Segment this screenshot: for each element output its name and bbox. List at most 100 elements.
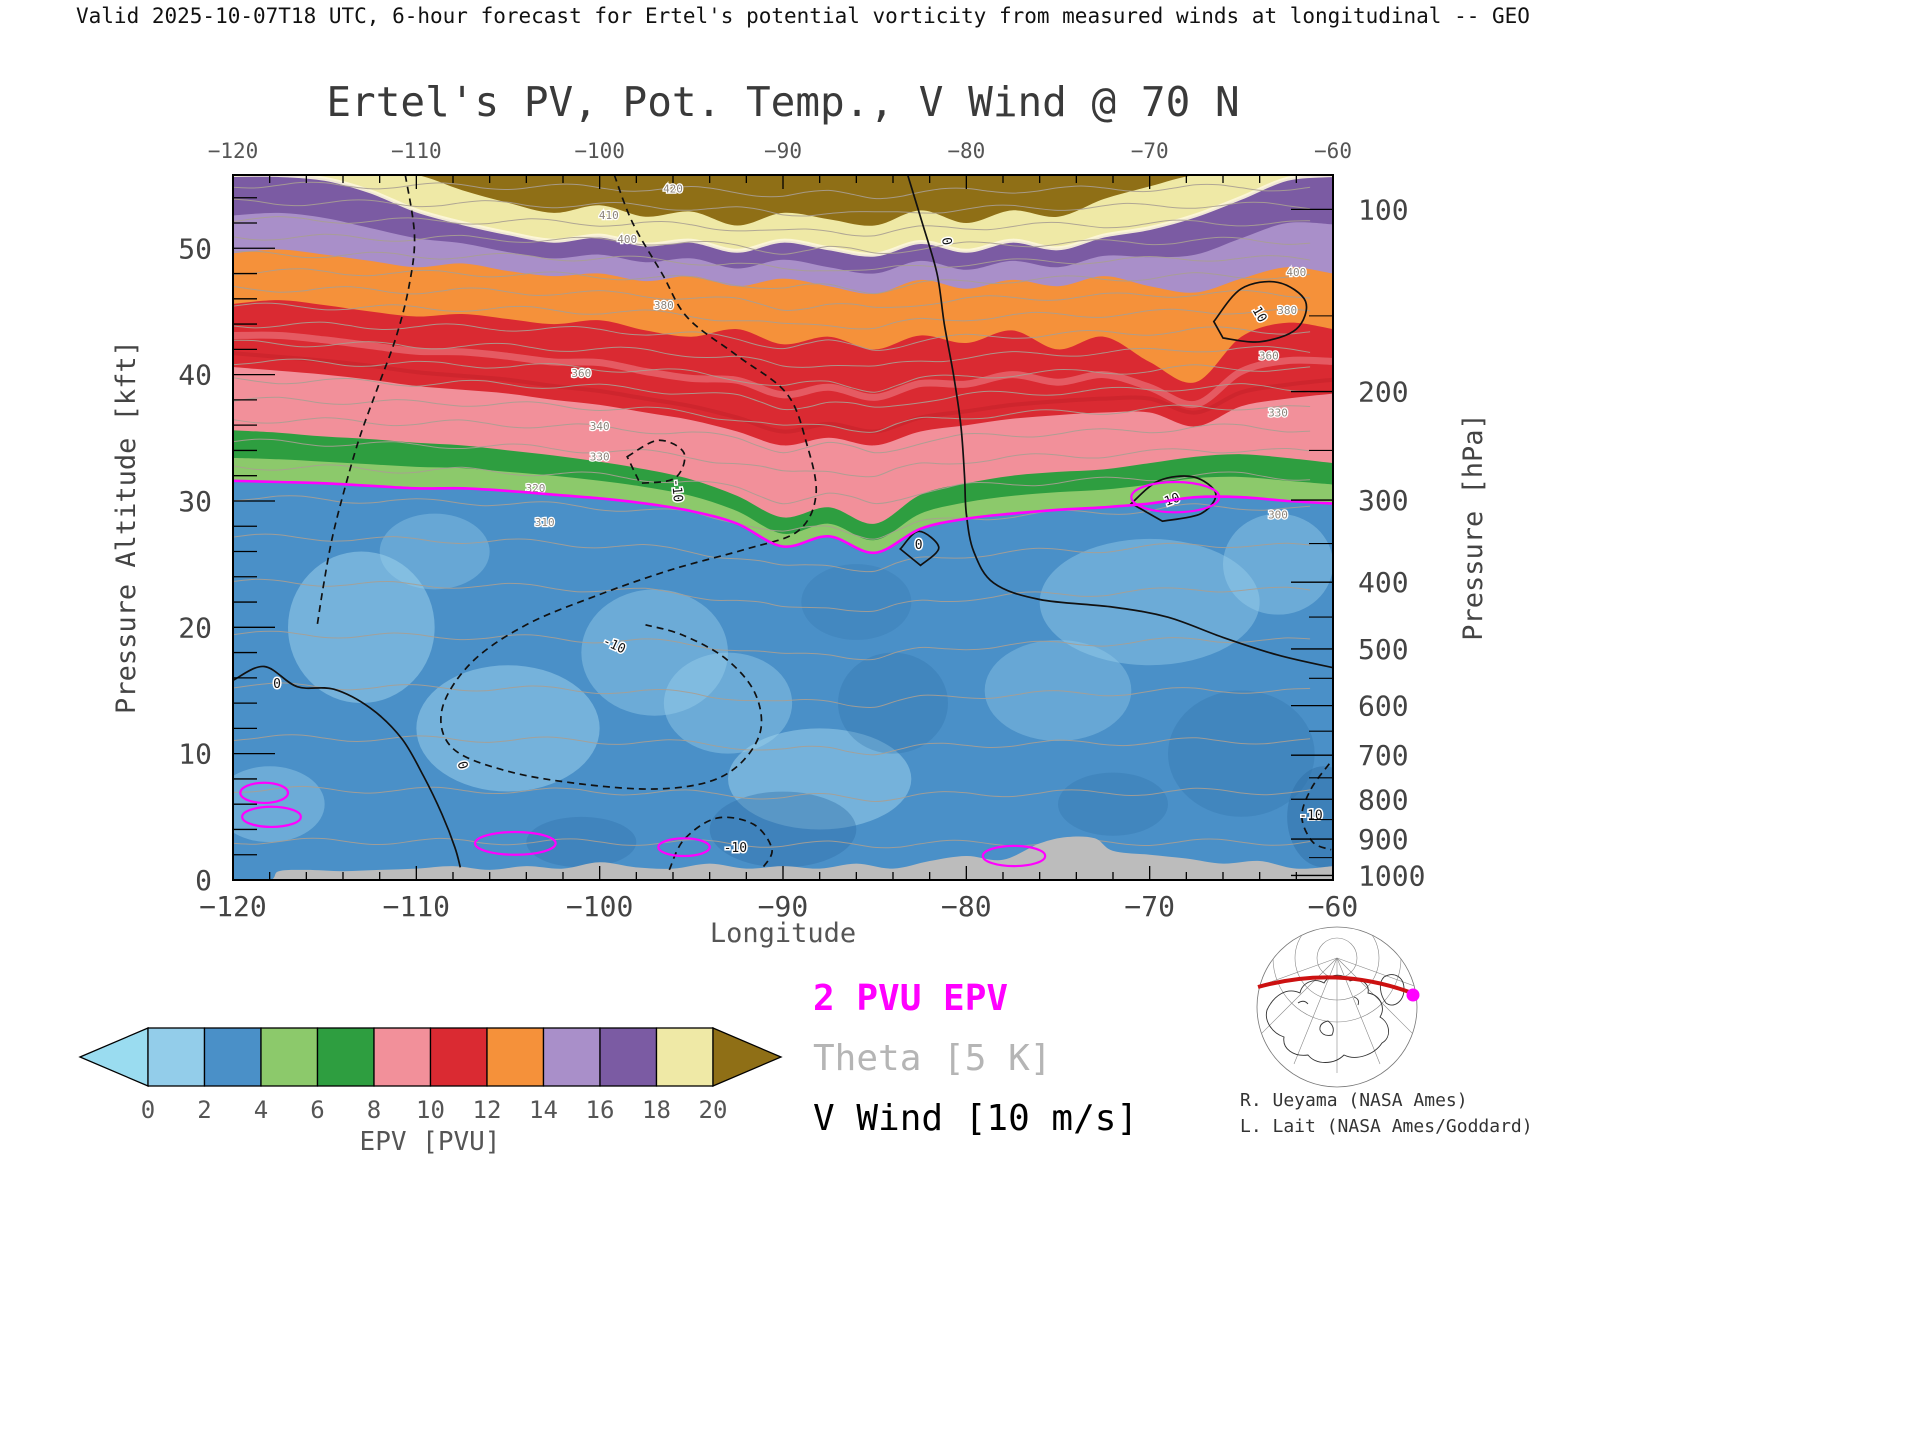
theta-contour (233, 533, 1311, 573)
theta-contour (233, 285, 1311, 312)
v-wind-contour-label: 0 (273, 677, 281, 692)
theta-contour (233, 837, 1311, 849)
theta-label: 360 (1259, 349, 1279, 362)
theta-contour (233, 321, 1311, 351)
globe-outline (1256, 926, 1418, 1088)
theta-label: 420 (663, 183, 683, 196)
theta-contour (233, 438, 1311, 478)
theta-label: 380 (654, 299, 674, 312)
tick-label-bottom: −120 (199, 890, 266, 923)
pv2-contour-blob (981, 844, 1047, 868)
theta-contour (233, 268, 1311, 295)
v-wind-contour-solid (1129, 475, 1217, 523)
dark-pv-patch (838, 652, 948, 754)
pale-18pvu-sliver (233, 175, 1333, 257)
theta-contour (233, 630, 1311, 661)
tick-label-right: 400 (1358, 566, 1409, 599)
theta-label: 330 (1268, 406, 1288, 419)
v-wind-contour-label: -10 (724, 841, 747, 856)
theta-contour (233, 495, 1311, 540)
tick-label-left: 20 (178, 611, 212, 644)
tick-label-bottom: −80 (941, 890, 992, 923)
theta-contour (233, 250, 1311, 272)
tick-label-top: −80 (947, 139, 985, 163)
colorbar-segment (373, 1027, 432, 1087)
legend-theta: Theta [5 K] (813, 1038, 1052, 1079)
x-axis-title: Longitude (710, 918, 856, 949)
dark-pv-patch (709, 791, 857, 868)
tick-label-top: −120 (208, 139, 259, 163)
theta-contour (233, 358, 1311, 393)
tick-label-left: 0 (195, 864, 212, 897)
v-wind-contour-label: 0 (915, 538, 923, 553)
tick-label-left: 10 (178, 738, 212, 771)
tick-label-bottom: −110 (383, 890, 450, 923)
light-pv-patch (288, 551, 435, 704)
credit-line-2: L. Lait (NASA Ames/Goddard) (1240, 1116, 1533, 1137)
colorbar-segment (599, 1027, 658, 1087)
tick-label-left: 40 (178, 359, 212, 392)
tick-label-right: 1000 (1358, 859, 1425, 892)
tick-label-bottom: −90 (758, 890, 809, 923)
light-pv-patch (1039, 538, 1260, 666)
v-wind-contour-solid (1212, 280, 1308, 343)
tick-label-top: −70 (1131, 139, 1169, 163)
tick-label-right: 700 (1358, 739, 1409, 772)
colorbar-tick-label: 20 (699, 1096, 728, 1124)
red-band-striation (233, 331, 1333, 409)
dark-pv-patch (526, 816, 637, 868)
theta-contour (233, 417, 1311, 454)
dark-pv-patch (1058, 772, 1168, 836)
v-wind-contour-dashed (668, 816, 773, 871)
dark-pv-patch (801, 564, 912, 640)
coastlines (1265, 974, 1405, 1063)
theta-label: 300 (1268, 509, 1288, 522)
colorbar-tick-label: 2 (197, 1096, 211, 1124)
pv2-contour-blob (1130, 480, 1221, 514)
theta-label: 400 (1286, 266, 1306, 279)
v-wind-contour-label: -10 (668, 478, 685, 503)
credit-line-1: R. Ueyama (NASA Ames) (1240, 1090, 1468, 1111)
tick-label-bottom: −100 (566, 890, 633, 923)
theta-contour (233, 198, 1311, 217)
colorbar-tick-label: 18 (642, 1096, 671, 1124)
colorbar-tick-label: 4 (254, 1096, 268, 1124)
y-axis-right-title: Pressure [hPa] (1458, 413, 1489, 641)
pv2-contour (233, 479, 1333, 555)
map-inset (1256, 926, 1420, 1088)
v-wind-contour-solid (899, 530, 940, 567)
light-pv-patch (416, 665, 600, 792)
theta-contour (233, 216, 1311, 237)
colorbar-tick-label: 0 (141, 1096, 155, 1124)
theta-contour (233, 181, 1311, 200)
tick-label-right: 300 (1358, 484, 1409, 517)
tick-label-top: −60 (1314, 139, 1352, 163)
theta-contour (233, 578, 1311, 613)
theta-contour (233, 396, 1311, 433)
theta-contour (233, 785, 1311, 803)
page-title: Ertel's PV, Pot. Temp., V Wind @ 70 N (326, 78, 1240, 126)
terrain (233, 836, 1333, 880)
colorbar-segment (203, 1027, 262, 1087)
cross-section-point (1406, 988, 1420, 1002)
theta-contour (233, 302, 1311, 330)
tick-label-right: 200 (1358, 376, 1409, 409)
colorbar-segment (316, 1027, 375, 1087)
light-pv-patch (728, 728, 912, 830)
theta-contour (233, 339, 1311, 368)
pv2-contour-blob (657, 837, 711, 858)
tick-label-right: 500 (1358, 633, 1409, 666)
colorbar-tick-label: 14 (529, 1096, 558, 1124)
tick-label-top: −90 (764, 139, 802, 163)
v-wind-contour-label: -10 (1299, 808, 1322, 823)
colorbar-segment (542, 1027, 601, 1087)
colorbar-tick-label: 12 (473, 1096, 502, 1124)
theta-contour (233, 464, 1311, 505)
light-pv-patch (1223, 513, 1333, 615)
pv2-contour-blob (239, 781, 290, 805)
theta-contour (233, 734, 1311, 756)
theta-label: 410 (599, 209, 619, 222)
theta-label: 400 (617, 233, 637, 246)
theta-label: 330 (590, 451, 610, 464)
